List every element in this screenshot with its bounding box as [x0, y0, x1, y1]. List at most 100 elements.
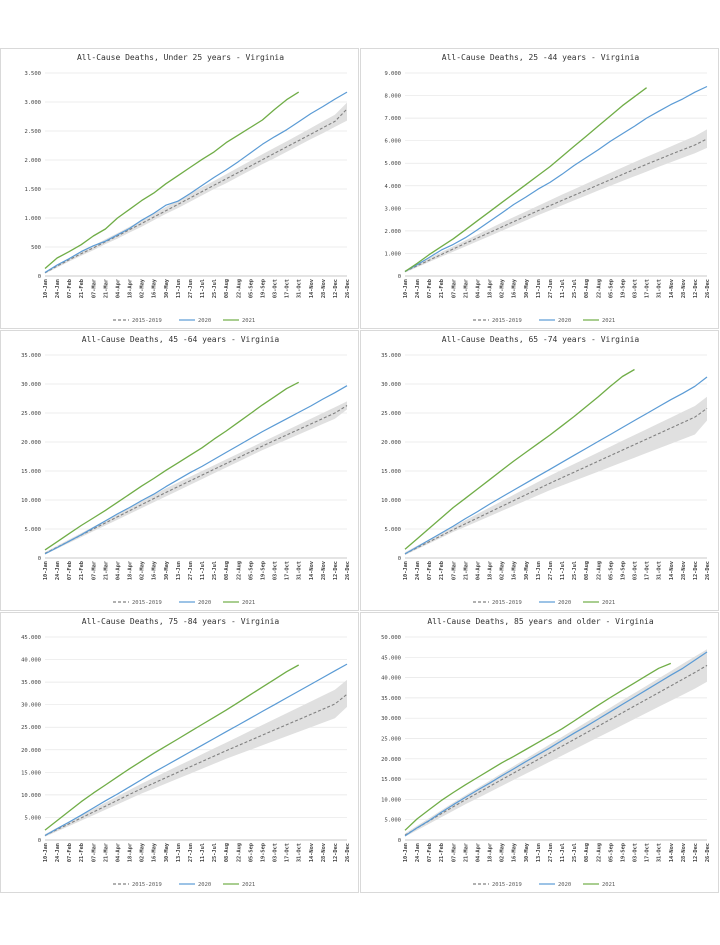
- x-tick-label: 22-Aug: [236, 561, 242, 580]
- x-tick-label: 27-Jun: [548, 561, 554, 580]
- x-tick-label: 11-Jul: [200, 843, 206, 862]
- y-tick-label: 40.000: [381, 676, 401, 682]
- x-tick-label: 18-Apr: [488, 843, 494, 862]
- series-2021-line: [404, 662, 672, 831]
- x-tick-label: 17-Oct: [285, 279, 291, 298]
- x-tick-label: 30-May: [164, 278, 170, 298]
- chart-title: All-Cause Deaths, 25 -44 years - Virgini…: [442, 53, 640, 62]
- y-tick-label: 0: [398, 838, 401, 844]
- x-tick-label: 07-Mar: [91, 843, 97, 862]
- x-tick-label: 13-Jun: [176, 561, 182, 580]
- x-tick-label: 14-Nov: [309, 279, 315, 298]
- x-tick-label: 11-Jul: [560, 279, 566, 298]
- legend-label: 2020: [198, 882, 211, 888]
- y-tick-label: 20.000: [21, 748, 41, 754]
- y-tick-label: 2.000: [384, 229, 401, 235]
- x-tick-label: 18-Apr: [128, 561, 134, 580]
- x-tick-label: 19-Sep: [620, 561, 626, 580]
- y-tick-label: 50.000: [381, 635, 401, 641]
- range-band: [45, 679, 347, 837]
- y-tick-label: 30.000: [21, 382, 41, 388]
- x-tick-label: 31-Oct: [657, 843, 663, 862]
- series-2020-line: [404, 85, 708, 273]
- x-tick-label: 11-Jul: [560, 843, 566, 862]
- x-tick-label: 12-Dec: [333, 843, 339, 862]
- x-tick-label: 30-May: [524, 560, 530, 580]
- x-tick-label: 21-Feb: [79, 279, 85, 298]
- x-tick-label: 25-Jul: [212, 843, 218, 862]
- y-tick-label: 40.000: [21, 658, 41, 664]
- x-tick-label: 10-Jan: [43, 843, 49, 862]
- y-tick-label: 10.000: [381, 797, 401, 803]
- y-tick-label: 15.000: [381, 469, 401, 475]
- x-tick-label: 26-Dec: [345, 843, 351, 862]
- x-tick-label: 25-Jul: [572, 279, 578, 298]
- x-tick-label: 24-Jan: [415, 279, 421, 298]
- y-tick-label: 15.000: [21, 770, 41, 776]
- x-tick-label: 30-May: [524, 842, 530, 862]
- chart-panel-1: All-Cause Deaths, Under 25 years - Virgi…: [0, 48, 359, 329]
- x-tick-label: 28-Nov: [681, 561, 687, 580]
- x-tick-label: 07-Mar: [451, 279, 457, 298]
- x-tick-label: 24-Jan: [55, 279, 61, 298]
- y-tick-label: 25.000: [381, 737, 401, 743]
- x-tick-label: 16-May: [512, 278, 518, 298]
- x-tick-label: 08-Aug: [224, 279, 230, 298]
- y-tick-label: 30.000: [381, 382, 401, 388]
- chart-panel-5: All-Cause Deaths, 75 -84 years - Virgini…: [0, 612, 359, 893]
- legend-label: 2020: [198, 318, 211, 324]
- x-tick-label: 24-Jan: [415, 843, 421, 862]
- x-tick-label: 08-Aug: [584, 843, 590, 862]
- series-2021-line: [404, 368, 635, 550]
- legend-label: 2015-2019: [132, 882, 162, 888]
- y-tick-label: 1.000: [384, 251, 401, 257]
- series-2021-line: [44, 664, 300, 831]
- x-tick-label: 21-Feb: [439, 279, 445, 298]
- x-tick-label: 04-Apr: [115, 843, 121, 862]
- x-tick-label: 03-Oct: [273, 561, 279, 580]
- series-2015-2019-line: [404, 407, 708, 555]
- x-tick-label: 05-Sep: [608, 843, 614, 862]
- legend-label: 2015-2019: [492, 318, 522, 324]
- x-tick-label: 17-Oct: [645, 561, 651, 580]
- x-tick-label: 13-Jun: [176, 279, 182, 298]
- series-2015-2019-line: [44, 693, 348, 836]
- x-tick-label: 19-Sep: [620, 279, 626, 298]
- range-band: [405, 396, 707, 556]
- x-tick-label: 02-May: [500, 278, 506, 298]
- y-tick-label: 0: [38, 838, 41, 844]
- x-tick-label: 05-Sep: [608, 561, 614, 580]
- chart-svg: All-Cause Deaths, 25 -44 years - Virgini…: [384, 53, 711, 324]
- chart-svg: All-Cause Deaths, 45 -64 years - Virgini…: [21, 335, 351, 606]
- x-tick-label: 07-Mar: [451, 843, 457, 862]
- x-tick-label: 24-Jan: [415, 561, 421, 580]
- y-tick-label: 5.000: [24, 527, 41, 533]
- y-tick-label: 8.000: [384, 94, 401, 100]
- x-tick-label: 05-Sep: [248, 279, 254, 298]
- y-tick-label: 500: [31, 245, 41, 251]
- series-2020-line: [44, 385, 348, 555]
- x-tick-label: 10-Jan: [403, 279, 409, 298]
- x-tick-label: 07-Feb: [427, 843, 433, 862]
- x-tick-label: 02-May: [140, 842, 146, 862]
- legend-label: 2020: [558, 600, 571, 606]
- x-tick-label: 12-Dec: [693, 561, 699, 580]
- y-tick-label: 2.500: [24, 129, 41, 135]
- x-tick-label: 02-May: [500, 560, 506, 580]
- y-tick-label: 35.000: [381, 353, 401, 359]
- x-tick-label: 19-Sep: [260, 279, 266, 298]
- x-tick-label: 07-Feb: [67, 561, 73, 580]
- x-tick-label: 04-Apr: [475, 561, 481, 580]
- x-tick-label: 21-Mar: [463, 561, 469, 580]
- series-2015-2019-line: [44, 108, 348, 274]
- series-2020-line: [44, 663, 348, 837]
- chart-title: All-Cause Deaths, 45 -64 years - Virgini…: [82, 335, 280, 344]
- x-tick-label: 30-May: [164, 842, 170, 862]
- x-tick-label: 08-Aug: [224, 843, 230, 862]
- x-tick-label: 28-Nov: [321, 843, 327, 862]
- chart-svg: All-Cause Deaths, Under 25 years - Virgi…: [24, 53, 351, 324]
- x-tick-label: 31-Oct: [297, 561, 303, 580]
- x-tick-label: 08-Aug: [584, 561, 590, 580]
- x-tick-label: 28-Nov: [681, 843, 687, 862]
- x-tick-label: 21-Mar: [463, 843, 469, 862]
